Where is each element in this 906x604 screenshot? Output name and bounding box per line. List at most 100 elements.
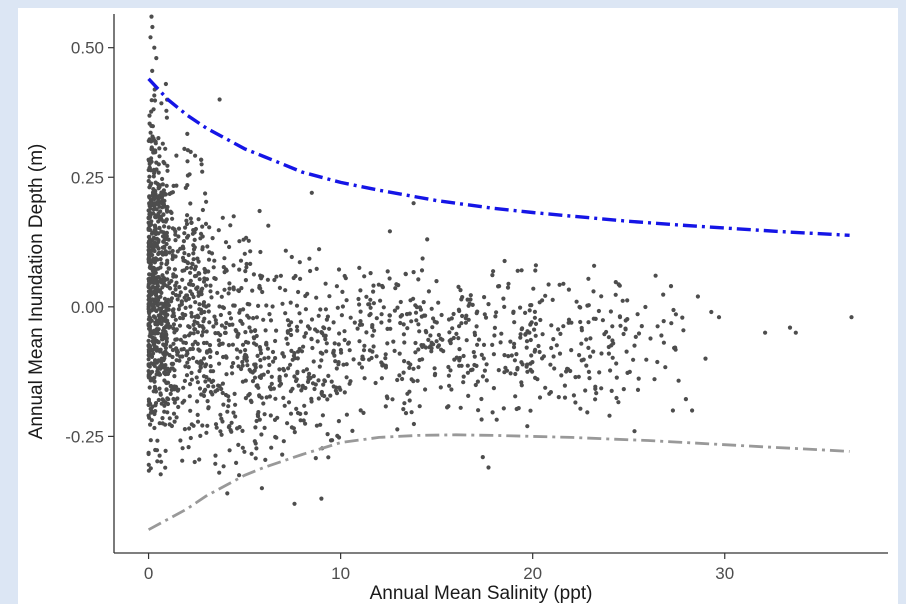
data-point (148, 258, 153, 263)
data-point (513, 394, 518, 399)
data-point (185, 360, 190, 365)
data-point (265, 277, 270, 282)
x-tick-label: 30 (715, 564, 734, 583)
data-point (438, 385, 443, 390)
data-point (264, 342, 269, 347)
data-point (160, 245, 165, 250)
data-point (334, 284, 339, 289)
data-point (159, 101, 164, 106)
data-point (147, 351, 152, 356)
data-point (194, 375, 199, 380)
data-point (289, 320, 294, 325)
data-point (196, 290, 201, 295)
data-point (191, 331, 196, 336)
data-point (374, 316, 379, 321)
data-point (228, 316, 234, 321)
data-point (170, 347, 175, 353)
data-point (253, 328, 258, 333)
data-point (361, 410, 366, 415)
data-point (208, 283, 213, 288)
data-point (247, 391, 252, 397)
data-point (163, 367, 168, 372)
data-point (149, 181, 154, 186)
data-point (383, 356, 388, 361)
data-point (167, 191, 172, 196)
data-point (468, 293, 473, 298)
data-point (342, 337, 347, 343)
data-point (206, 384, 211, 389)
data-point (280, 301, 285, 306)
data-point (683, 397, 689, 402)
data-point (457, 347, 462, 352)
data-point (231, 303, 236, 308)
data-point (264, 395, 269, 400)
data-point (257, 208, 262, 214)
data-point (624, 349, 629, 354)
data-point (188, 435, 193, 441)
data-point (220, 215, 225, 220)
data-point (284, 336, 289, 341)
data-point (518, 335, 523, 340)
data-point (566, 367, 571, 372)
data-point (251, 316, 256, 321)
data-point (258, 358, 263, 363)
data-point (197, 457, 202, 462)
data-point (166, 307, 171, 312)
data-point (525, 362, 530, 367)
data-point (528, 361, 533, 366)
data-point (585, 303, 590, 308)
data-point (153, 403, 158, 408)
data-point (288, 300, 293, 305)
data-point (327, 294, 332, 299)
data-point (292, 501, 297, 506)
data-point (518, 332, 523, 337)
data-point (340, 289, 345, 294)
data-point (199, 162, 204, 167)
data-point (586, 369, 592, 374)
data-point (336, 419, 341, 424)
data-point (243, 330, 248, 335)
data-point (212, 314, 217, 319)
data-point (191, 251, 196, 256)
chart-frame: 0 10 20 30 -0.25 0.00 0.25 0.50 Annual Mean Sal… (18, 8, 898, 604)
data-point (250, 379, 256, 384)
data-point (152, 336, 157, 341)
data-point (371, 301, 376, 306)
data-point (243, 339, 249, 345)
data-point (236, 288, 241, 293)
data-point (207, 250, 212, 255)
data-point (309, 317, 315, 322)
x-tick-label: 10 (331, 564, 350, 583)
data-point (385, 326, 390, 331)
data-point (199, 287, 204, 292)
data-point (342, 329, 347, 334)
data-point (220, 381, 225, 386)
x-axis-title: Annual Mean Salinity (ppt) (370, 583, 593, 604)
data-point (206, 269, 211, 274)
data-point (371, 289, 376, 294)
data-point (230, 371, 235, 376)
data-point (250, 288, 255, 293)
data-point (164, 270, 170, 275)
data-point (351, 357, 356, 362)
data-point (202, 316, 207, 321)
data-point (162, 224, 167, 229)
data-point (213, 389, 218, 394)
data-point (214, 425, 219, 430)
data-point (387, 313, 392, 318)
data-point (448, 368, 453, 373)
data-point (148, 266, 153, 271)
data-point (280, 452, 285, 457)
data-point (204, 277, 210, 282)
data-point (165, 168, 170, 173)
data-point (195, 380, 200, 385)
data-point (472, 354, 477, 359)
data-point (358, 309, 363, 314)
data-point (188, 149, 193, 154)
data-point (511, 310, 516, 315)
data-point (385, 269, 390, 274)
data-point (289, 332, 294, 338)
data-point (168, 391, 173, 396)
data-point (303, 421, 308, 426)
data-point (173, 229, 178, 234)
